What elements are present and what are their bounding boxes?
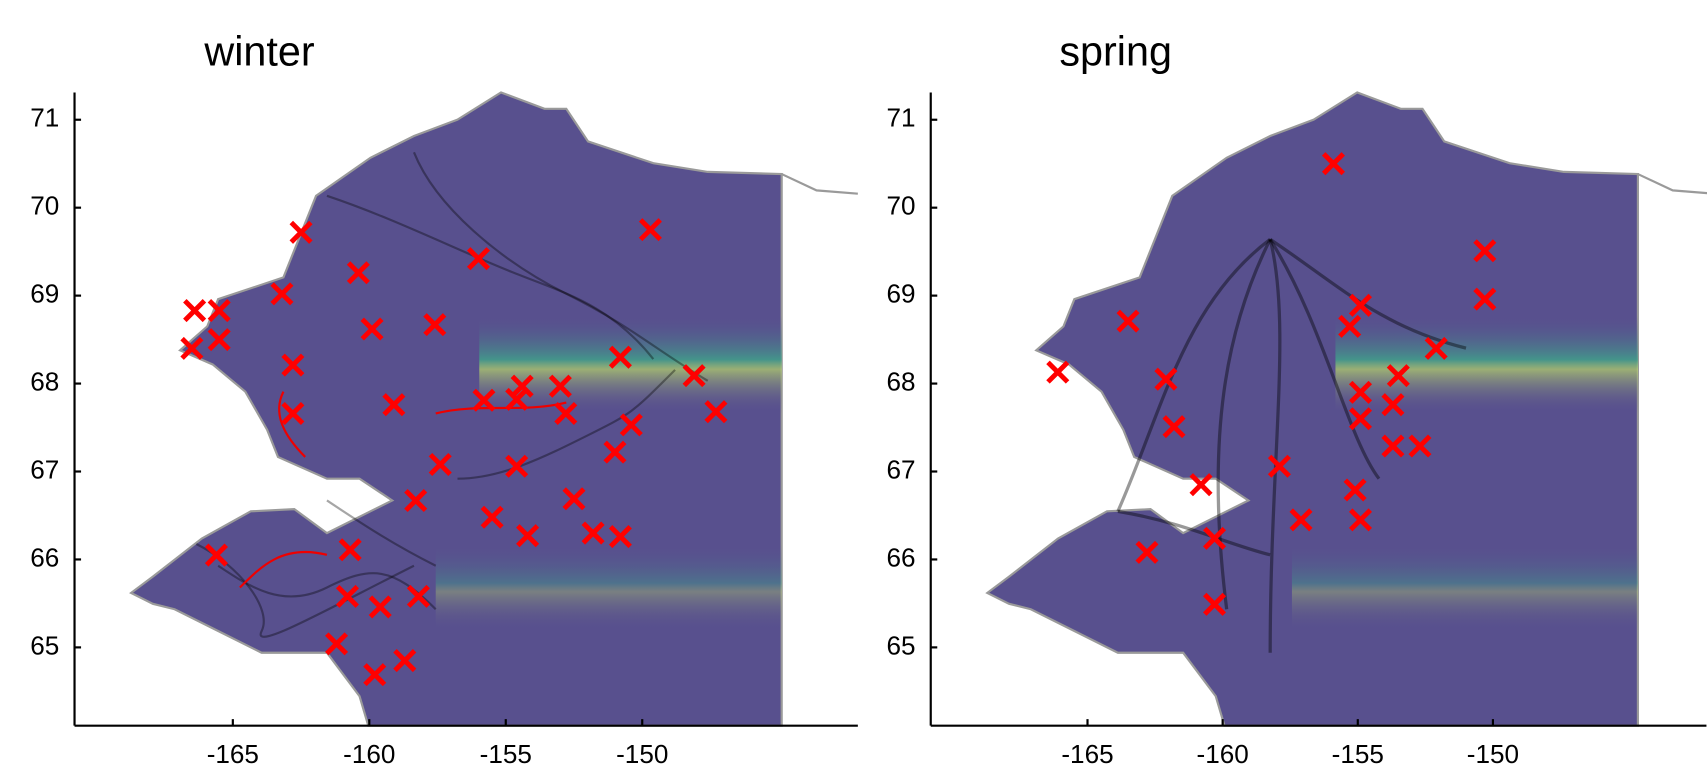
marker <box>185 301 205 321</box>
y-tick-label: 65 <box>30 630 59 660</box>
page: {"chart_data": [ {"type": "scatter", "ti… <box>0 0 1707 767</box>
y-tick-label: 71 <box>30 103 59 133</box>
panel-title: spring <box>1059 28 1172 74</box>
y-tick-label: 66 <box>886 542 915 572</box>
y-tick-label: 65 <box>886 630 915 660</box>
x-tick-label: -165 <box>1061 739 1113 767</box>
x-tick-label: -150 <box>616 739 668 767</box>
y-tick-label: 68 <box>886 366 915 396</box>
y-tick-label: 67 <box>886 454 915 484</box>
figure: winter spring 65 66 67 68 69 70 71 -165 -160 -155… <box>0 0 1707 767</box>
y-tick-label: 66 <box>30 542 59 572</box>
y-tick-label: 70 <box>30 191 59 221</box>
x-tick-label: -160 <box>343 739 395 767</box>
x-tick-label: -155 <box>1332 739 1384 767</box>
y-tick-label: 71 <box>886 103 915 133</box>
y-tick-label: 69 <box>886 279 915 309</box>
y-tick-label: 68 <box>30 366 59 396</box>
marker <box>1048 362 1068 382</box>
y-tick-label: 67 <box>30 454 59 484</box>
y-tick-label: 70 <box>886 191 915 221</box>
map-background <box>987 92 1707 725</box>
x-tick-label: -150 <box>1467 739 1519 767</box>
x-tick-label: -165 <box>207 739 259 767</box>
x-tick-label: -155 <box>480 739 532 767</box>
y-tick-label: 69 <box>30 279 59 309</box>
x-tick-label: -160 <box>1197 739 1249 767</box>
panel-title: winter <box>203 28 314 74</box>
